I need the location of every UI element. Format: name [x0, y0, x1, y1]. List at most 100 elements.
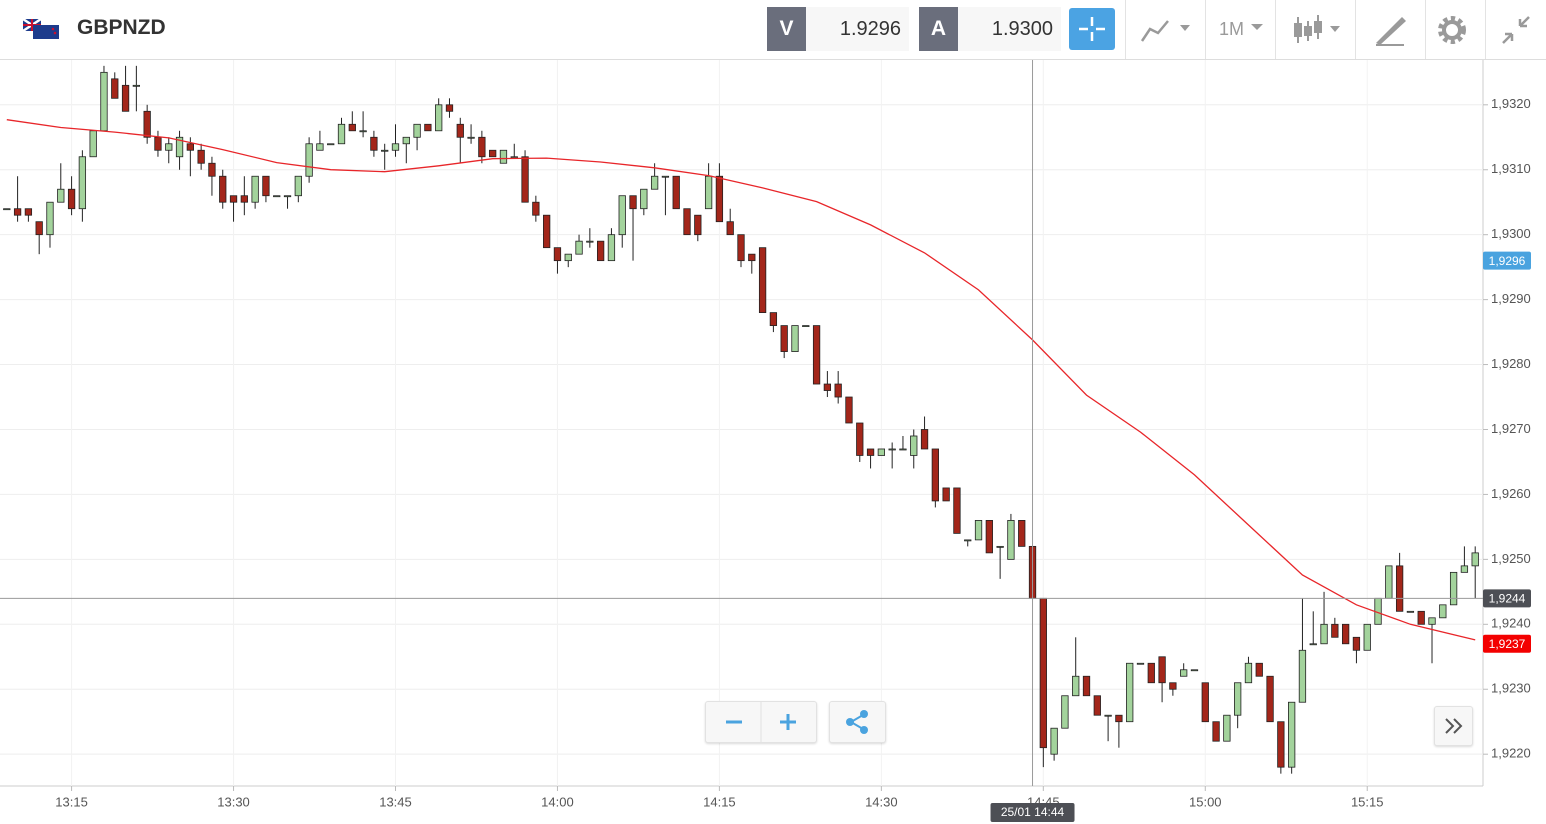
candle-body-down — [985, 520, 993, 554]
candle-body-down — [769, 312, 778, 326]
bid-label[interactable]: V — [767, 7, 806, 51]
candle-body-down — [143, 110, 151, 138]
separator — [1275, 0, 1276, 59]
candle-body-up — [877, 448, 886, 456]
candle-body-down — [521, 156, 529, 203]
zoom-icons — [726, 702, 796, 742]
chart-type-button[interactable] — [1140, 15, 1196, 45]
candle-body-up — [1428, 617, 1436, 625]
candle-body-up — [1180, 669, 1188, 677]
draw-button[interactable] — [1374, 13, 1408, 47]
candle-body-up — [283, 195, 292, 198]
candle-body-up — [1406, 610, 1415, 613]
candle-body-up — [3, 208, 11, 211]
collapse-button[interactable] — [1499, 13, 1533, 47]
scroll-right-button[interactable] — [1434, 706, 1473, 746]
candle-body-down — [445, 104, 454, 112]
crosshair-button[interactable] — [1069, 8, 1115, 50]
candle-body-down — [121, 84, 130, 112]
candle-body-up — [413, 123, 421, 138]
candle-body-up — [1104, 714, 1112, 717]
price-tag — [1483, 634, 1531, 653]
candle-body-up — [316, 143, 324, 151]
candle-body-up — [1449, 571, 1458, 606]
candle-body-down — [348, 123, 356, 132]
separator — [1125, 0, 1126, 59]
candle-body-up — [1126, 662, 1134, 723]
y-tick-label: 1,9290 — [1491, 291, 1531, 306]
candle-body-up — [964, 539, 972, 542]
y-tick-label: 1,9220 — [1491, 746, 1531, 761]
candle-body-up — [910, 435, 918, 456]
candle-body-up — [467, 136, 475, 139]
candle-body-down — [920, 429, 929, 450]
candle-body-up — [359, 130, 367, 133]
candle-body-up — [640, 188, 648, 210]
candle-body-down — [1212, 721, 1220, 742]
candle-body-up — [1309, 643, 1317, 646]
ask-label[interactable]: A — [919, 7, 958, 51]
candle-body-down — [856, 422, 864, 456]
crosshair-label: 25/01 14:44 — [1001, 805, 1065, 819]
candle-body-down — [812, 325, 821, 385]
candle-body-down — [1082, 675, 1091, 697]
candle-body-up — [1288, 701, 1296, 768]
candle-body-up — [1439, 604, 1447, 619]
candle-body-down — [715, 175, 724, 223]
candle-body-down — [1395, 565, 1404, 612]
candle-body-up — [305, 143, 313, 177]
candle-body-up — [899, 448, 907, 451]
candle-body-up — [175, 136, 184, 158]
price-tag-label: 1,9237 — [1489, 637, 1526, 651]
candle-body-down — [780, 325, 788, 352]
candle-body-up — [1136, 662, 1145, 665]
candle-body-down — [1277, 721, 1285, 768]
candle-body-up — [704, 175, 713, 210]
candle-body-down — [694, 214, 702, 236]
toolbar: GBPNZD V 1.9296 A 1.9300 1M — [0, 0, 1546, 60]
settings-button[interactable] — [1435, 13, 1469, 47]
candle-body-up — [650, 175, 659, 190]
candle-body-up — [1320, 623, 1328, 645]
candle-body-up — [337, 123, 346, 145]
candles-button[interactable] — [1290, 13, 1350, 47]
candle-body-up — [1298, 649, 1307, 703]
price-tag-label: 1,9244 — [1489, 592, 1526, 606]
icon — [1079, 17, 1105, 41]
x-tick-label: 14:15 — [703, 794, 736, 809]
timeframe[interactable]: 1M — [1219, 19, 1245, 39]
candle-body-down — [672, 175, 680, 210]
candle-body-down — [111, 78, 119, 99]
ask-price[interactable]: 1.9300 — [958, 7, 1061, 51]
candle-body-up — [78, 156, 87, 210]
candle-body-down — [24, 208, 33, 216]
candle-body-down — [553, 247, 562, 262]
candle-body-down — [1018, 520, 1026, 547]
x-tick-label: 15:15 — [1351, 794, 1384, 809]
candle-body-down — [758, 247, 767, 314]
candle-body-down — [543, 214, 551, 249]
candle-body-down — [35, 221, 43, 236]
y-tick-label: 1,9260 — [1491, 486, 1531, 501]
candle-body-down — [737, 234, 745, 262]
share-button[interactable] — [829, 701, 886, 743]
candle-body-up — [165, 143, 173, 151]
candle-body-down — [219, 175, 227, 203]
separator — [1355, 0, 1356, 59]
price-tag-label: 1,9296 — [1489, 254, 1526, 268]
candle-body-down — [823, 383, 832, 391]
y-tick-label: 1,9240 — [1491, 616, 1531, 631]
candle-body-down — [456, 123, 464, 138]
bid-price[interactable]: 1.9296 — [806, 7, 909, 51]
candle-body-down — [67, 188, 76, 210]
x-tick-label: 13:30 — [217, 794, 250, 809]
candle-body-down — [748, 253, 756, 262]
candle-body-down — [1147, 662, 1155, 684]
candle-body-down — [953, 487, 961, 534]
candle-body-down — [1093, 695, 1101, 716]
candle-body-down — [262, 175, 270, 197]
candle-body-down — [240, 195, 248, 203]
candle-body-down — [1266, 675, 1274, 723]
candle-body-down — [683, 208, 691, 236]
